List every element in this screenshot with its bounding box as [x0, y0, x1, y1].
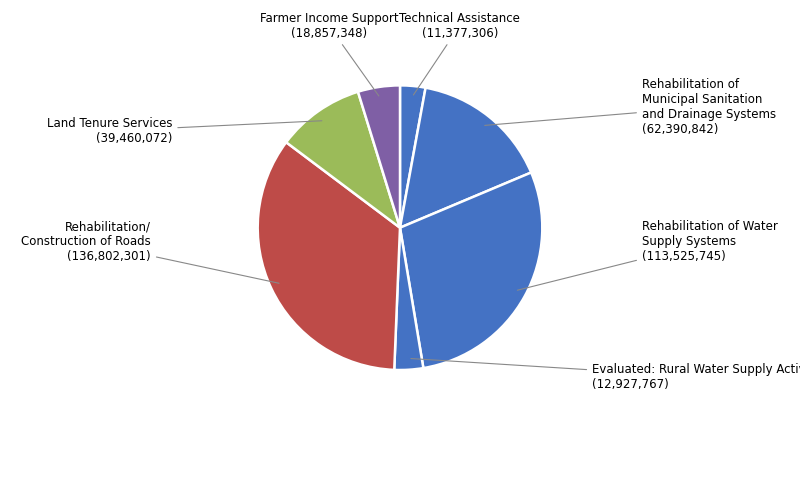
Wedge shape — [286, 92, 400, 228]
Text: Land Tenure Services
(39,460,072): Land Tenure Services (39,460,072) — [46, 117, 322, 145]
Wedge shape — [358, 85, 400, 228]
Text: Technical Assistance
(11,377,306): Technical Assistance (11,377,306) — [399, 11, 520, 95]
Wedge shape — [400, 88, 531, 228]
Wedge shape — [400, 172, 542, 368]
Text: Rehabilitation of Water
Supply Systems
(113,525,745): Rehabilitation of Water Supply Systems (… — [518, 220, 778, 290]
Wedge shape — [258, 142, 400, 370]
Text: Evaluated: Rural Water Supply Activity
(12,927,767): Evaluated: Rural Water Supply Activity (… — [411, 358, 800, 391]
Text: Rehabilitation of
Municipal Sanitation
and Drainage Systems
(62,390,842): Rehabilitation of Municipal Sanitation a… — [485, 78, 776, 136]
Wedge shape — [400, 85, 426, 228]
Text: Rehabilitation/
Construction of Roads
(136,802,301): Rehabilitation/ Construction of Roads (1… — [22, 220, 279, 283]
Wedge shape — [394, 228, 423, 370]
Text: Farmer Income Support
(18,857,348): Farmer Income Support (18,857,348) — [259, 11, 398, 96]
